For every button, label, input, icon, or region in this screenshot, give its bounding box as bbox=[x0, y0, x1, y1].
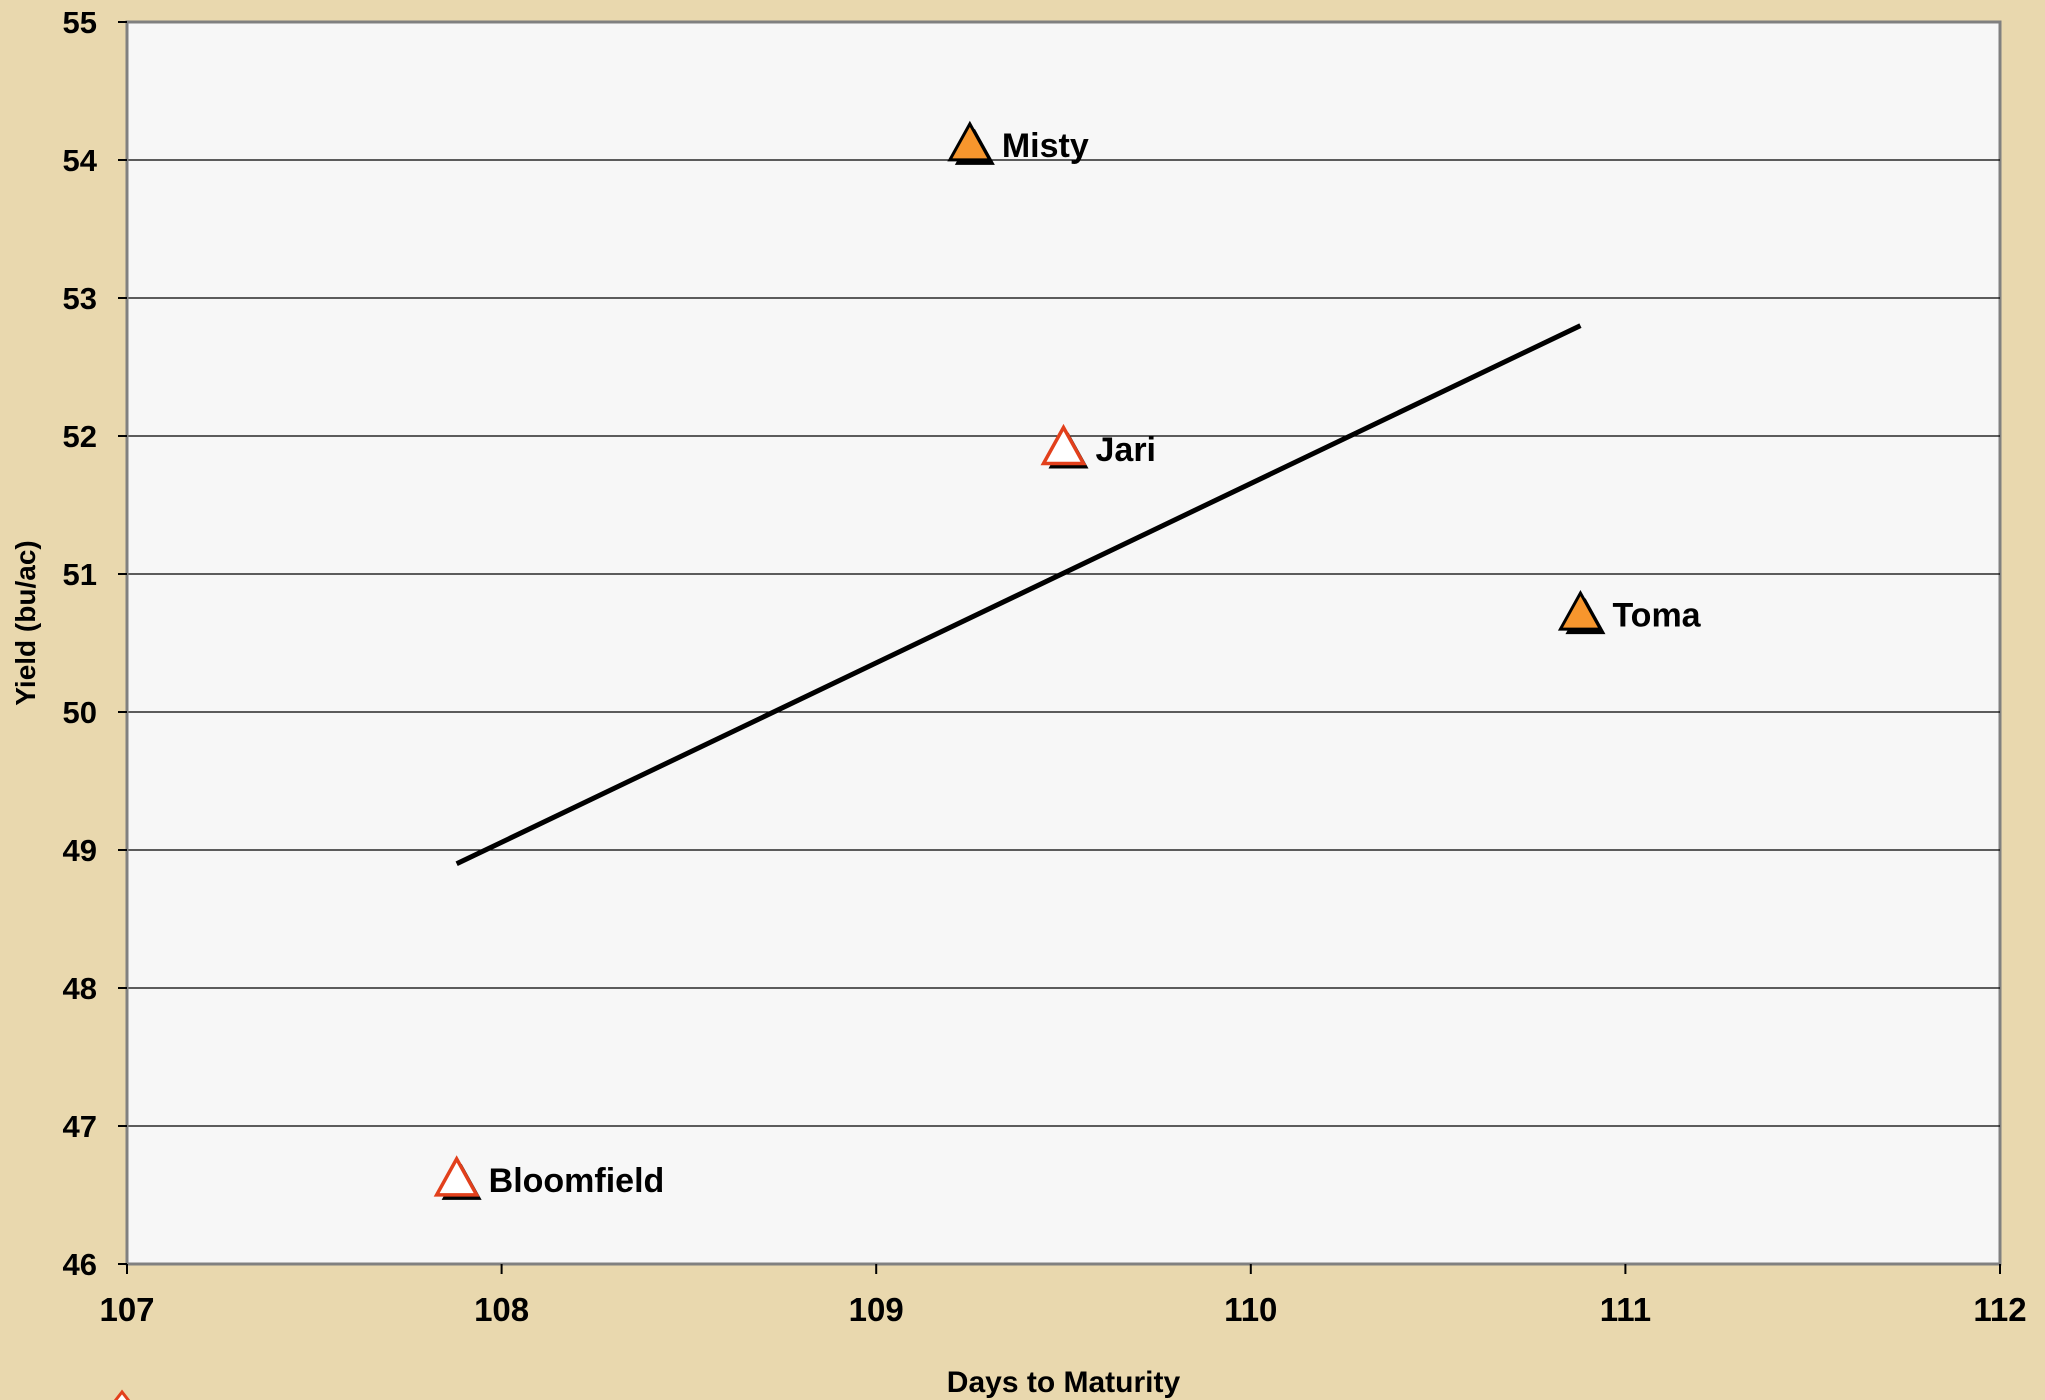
legend-marker-fragment bbox=[113, 1389, 131, 1400]
x-axis-title: Days to Maturity bbox=[947, 1366, 1181, 1399]
y-tick-label-50: 50 bbox=[63, 695, 97, 730]
point-bloomfield: Bloomfield bbox=[433, 1155, 665, 1200]
y-tick-label-48: 48 bbox=[63, 971, 97, 1006]
y-axis-title: Yield (bu/ac) bbox=[10, 540, 41, 705]
x-tick-label-109: 109 bbox=[849, 1291, 904, 1328]
point-jari: Jari bbox=[1040, 423, 1157, 469]
y-tick-label-55: 55 bbox=[63, 5, 97, 40]
x-tick-label-110: 110 bbox=[1224, 1291, 1277, 1328]
point-toma: Toma bbox=[1557, 589, 1702, 634]
y-tick-labels: 46 47 48 49 50 51 52 53 54 55 bbox=[63, 5, 127, 1282]
point-jari-marker bbox=[1040, 423, 1087, 466]
x-tick-label-111: 111 bbox=[1600, 1291, 1651, 1328]
data-points: Misty Jari Toma Bloomfield bbox=[433, 120, 1702, 1200]
point-misty: Misty bbox=[947, 120, 1089, 165]
y-tick-label-46: 46 bbox=[63, 1247, 97, 1282]
axes bbox=[125, 22, 2000, 1266]
y-tick-label-49: 49 bbox=[63, 833, 97, 868]
y-tick-label-52: 52 bbox=[63, 419, 97, 454]
x-tick-label-107: 107 bbox=[99, 1291, 154, 1328]
point-toma-marker bbox=[1557, 589, 1603, 631]
y-tick-label-51: 51 bbox=[63, 557, 97, 592]
point-label-bloomfield: Bloomfield bbox=[489, 1162, 665, 1200]
plot-area bbox=[125, 20, 2002, 1266]
legend-hollow-marker-icon bbox=[113, 1389, 131, 1400]
x-tick-label-112: 112 bbox=[1973, 1291, 2026, 1328]
y-tick-label-54: 54 bbox=[63, 143, 98, 178]
point-misty-marker bbox=[947, 120, 993, 162]
point-label-misty: Misty bbox=[1002, 127, 1089, 165]
point-bloomfield-marker bbox=[433, 1155, 480, 1197]
point-label-toma: Toma bbox=[1612, 596, 1701, 634]
trendline bbox=[455, 323, 1582, 867]
x-tick-label-108: 108 bbox=[474, 1291, 529, 1328]
y-tick-label-53: 53 bbox=[63, 281, 97, 316]
x-tick-labels: 107 108 109 110 111 112 bbox=[99, 1264, 2027, 1328]
point-label-jari: Jari bbox=[1096, 431, 1157, 469]
y-tick-label-47: 47 bbox=[63, 1109, 97, 1144]
